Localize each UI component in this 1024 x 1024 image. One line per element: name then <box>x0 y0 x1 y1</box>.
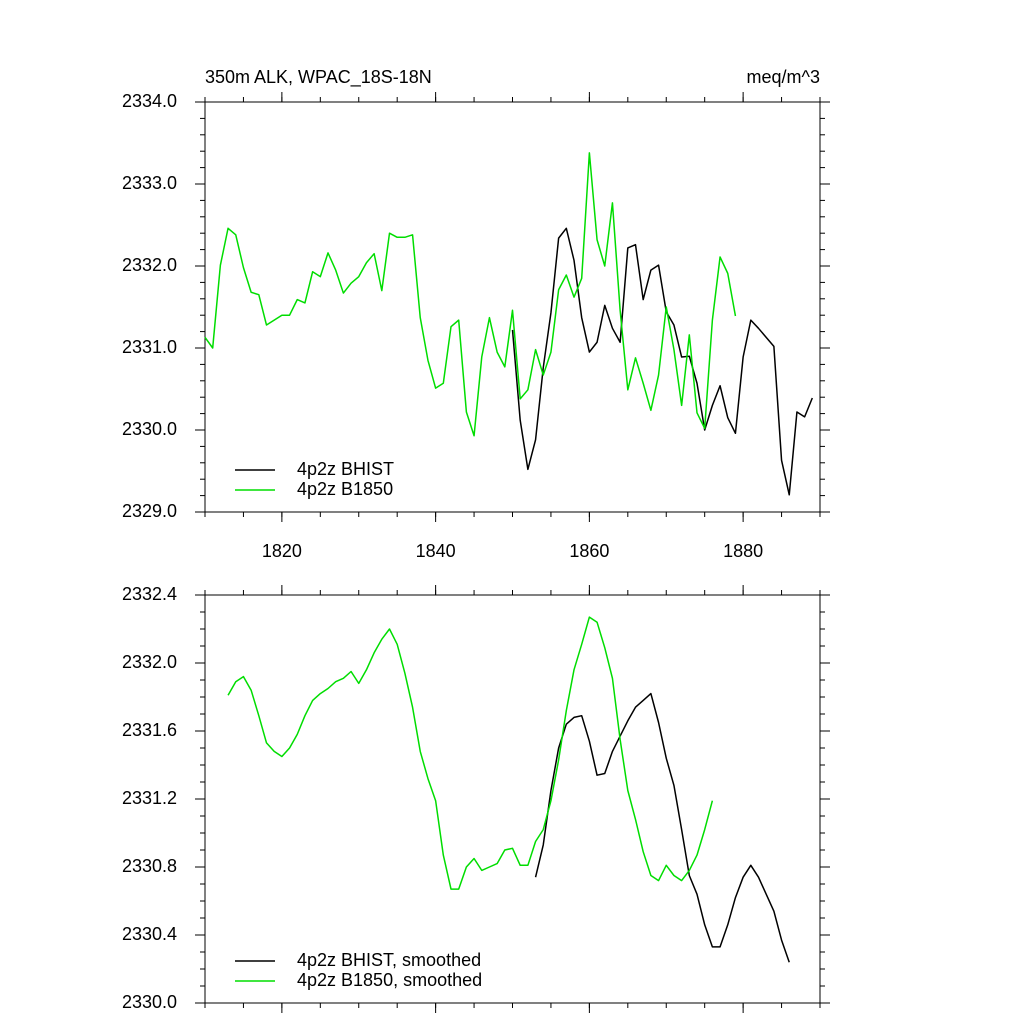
x-tick-label: 1820 <box>262 541 302 561</box>
series-line <box>511 227 814 496</box>
plot-frame <box>204 101 821 513</box>
units-label: meq/m^3 <box>747 67 820 87</box>
plot-frame <box>204 594 821 1004</box>
y-tick-label: 2333.0 <box>122 173 177 193</box>
y-tick-label: 2332.0 <box>122 255 177 275</box>
y-tick-label: 2331.6 <box>122 720 177 740</box>
x-tick-label: 1860 <box>569 541 609 561</box>
series-line <box>227 616 714 890</box>
legend-label: 4p2z B1850 <box>297 479 393 499</box>
y-tick-label: 2332.0 <box>122 652 177 672</box>
y-tick-label: 2329.0 <box>122 501 177 521</box>
legend-label: 4p2z BHIST, smoothed <box>297 950 481 970</box>
y-tick-label: 2330.4 <box>122 924 177 944</box>
y-tick-label: 2330.0 <box>122 419 177 439</box>
legend-label: 4p2z B1850, smoothed <box>297 970 482 990</box>
chart-title: 350m ALK, WPAC_18S-18N <box>205 67 432 88</box>
legend-label: 4p2z BHIST <box>297 459 394 479</box>
x-tick-label: 1840 <box>416 541 456 561</box>
y-tick-label: 2331.2 <box>122 788 177 808</box>
y-tick-label: 2334.0 <box>122 91 177 111</box>
series-line <box>534 692 790 963</box>
x-tick-label: 1880 <box>723 541 763 561</box>
y-tick-label: 2331.0 <box>122 337 177 357</box>
y-tick-label: 2332.4 <box>122 584 177 604</box>
y-tick-label: 2330.0 <box>122 992 177 1012</box>
series-line <box>204 152 737 437</box>
y-tick-label: 2330.8 <box>122 856 177 876</box>
